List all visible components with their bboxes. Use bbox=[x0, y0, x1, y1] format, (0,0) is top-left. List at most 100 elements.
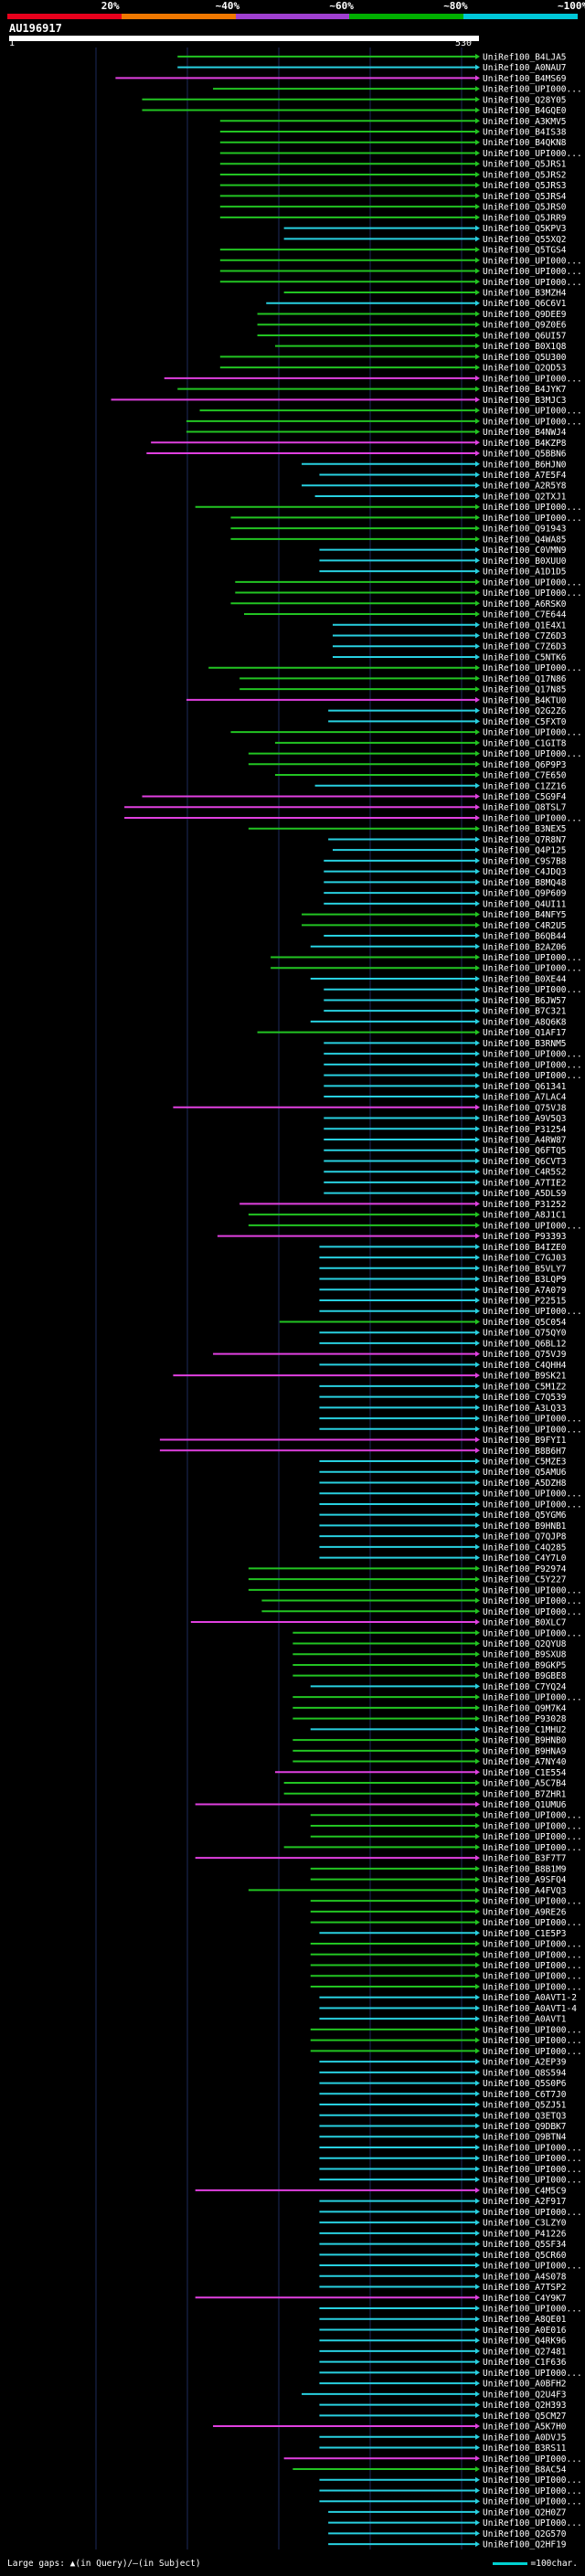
hit-label[interactable]: UniRef100_C4Q285 bbox=[483, 1542, 567, 1553]
hit-row[interactable]: UniRef100_UPI000... bbox=[319, 2304, 582, 2314]
hit-row[interactable]: UniRef100_UPI000... bbox=[219, 149, 582, 159]
hit-row[interactable]: UniRef100_A5DZH8 bbox=[319, 1479, 567, 1489]
hit-label[interactable]: UniRef100_C7Z6D3 bbox=[483, 642, 567, 652]
hit-row[interactable]: UniRef100_B0X1Q8 bbox=[274, 342, 567, 352]
hit-label[interactable]: UniRef100_UPI000... bbox=[483, 1940, 582, 1950]
hit-label[interactable]: UniRef100_B9HNB1 bbox=[483, 1521, 567, 1532]
hit-label[interactable]: UniRef100_UPI000... bbox=[483, 1832, 582, 1842]
hit-row[interactable]: UniRef100_Q7QJP8 bbox=[319, 1532, 567, 1542]
hit-row[interactable]: UniRef100_Q6FTQ5 bbox=[324, 1146, 567, 1156]
hit-row[interactable]: UniRef100_P93028 bbox=[292, 1714, 567, 1724]
hit-row[interactable]: UniRef100_Q4UI11 bbox=[324, 899, 567, 909]
hit-label[interactable]: UniRef100_A0E016 bbox=[483, 2326, 567, 2336]
hit-label[interactable]: UniRef100_A3LQ33 bbox=[483, 1404, 567, 1414]
hit-row[interactable]: UniRef100_Q75VJ9 bbox=[213, 1350, 567, 1360]
hit-row[interactable]: UniRef100_A0AVT1 bbox=[319, 2015, 567, 2025]
hit-row[interactable]: UniRef100_B5VLY7 bbox=[319, 1264, 567, 1274]
hit-label[interactable]: UniRef100_UPI000... bbox=[483, 1961, 582, 1971]
hit-row[interactable]: UniRef100_Q28Y05 bbox=[142, 95, 567, 105]
hit-row[interactable]: UniRef100_B3MJC3 bbox=[111, 396, 567, 406]
hit-label[interactable]: UniRef100_A7A079 bbox=[483, 1286, 567, 1296]
hit-row[interactable]: UniRef100_P41226 bbox=[319, 2229, 567, 2239]
hit-label[interactable]: UniRef100_Q5SF34 bbox=[483, 2240, 567, 2250]
hit-label[interactable]: UniRef100_B9HNB0 bbox=[483, 1736, 567, 1746]
hit-row[interactable]: UniRef100_B4LJA5 bbox=[177, 52, 567, 62]
hit-label[interactable]: UniRef100_Q9DBK7 bbox=[483, 2122, 567, 2132]
hit-label[interactable]: UniRef100_Q1UMU6 bbox=[483, 1800, 567, 1810]
hit-label[interactable]: UniRef100_Q4P125 bbox=[483, 846, 567, 856]
hit-row[interactable]: UniRef100_UPI000... bbox=[310, 2036, 582, 2046]
hit-row[interactable]: UniRef100_A4FVQ3 bbox=[248, 1886, 567, 1896]
hit-row[interactable]: UniRef100_Q5KPV3 bbox=[283, 224, 567, 234]
hit-label[interactable]: UniRef100_C1ZZ16 bbox=[483, 781, 567, 791]
hit-label[interactable]: UniRef100_UPI000... bbox=[483, 1972, 582, 1982]
hit-label[interactable]: UniRef100_UPI000... bbox=[483, 1811, 582, 1821]
hit-label[interactable]: UniRef100_C4R2U5 bbox=[483, 921, 567, 931]
hit-row[interactable]: UniRef100_B8MQ48 bbox=[324, 878, 567, 888]
hit-row[interactable]: UniRef100_UPI000... bbox=[164, 374, 582, 384]
hit-label[interactable]: UniRef100_B8B6H7 bbox=[483, 1447, 567, 1457]
hit-label[interactable]: UniRef100_UPI000... bbox=[483, 2454, 582, 2465]
hit-row[interactable]: UniRef100_UPI000... bbox=[124, 813, 582, 823]
hit-label[interactable]: UniRef100_UPI000... bbox=[483, 1821, 582, 1831]
hit-row[interactable]: UniRef100_UPI000... bbox=[324, 1050, 582, 1060]
hit-label[interactable]: UniRef100_UPI000... bbox=[483, 728, 582, 738]
hit-label[interactable]: UniRef100_A5C7B4 bbox=[483, 1779, 567, 1789]
hit-row[interactable]: UniRef100_UPI000... bbox=[283, 2454, 582, 2465]
hit-label[interactable]: UniRef100_C4R5S2 bbox=[483, 1168, 567, 1178]
hit-row[interactable]: UniRef100_UPI000... bbox=[271, 964, 582, 974]
hit-row[interactable]: UniRef100_C1ZZ16 bbox=[314, 781, 567, 791]
hit-label[interactable]: UniRef100_UPI000... bbox=[483, 1693, 582, 1703]
hit-row[interactable]: UniRef100_A1D1D5 bbox=[319, 567, 567, 578]
hit-label[interactable]: UniRef100_A9V5Q3 bbox=[483, 1114, 567, 1124]
hit-label[interactable]: UniRef100_C5NTK6 bbox=[483, 652, 567, 663]
hit-row[interactable]: UniRef100_UPI000... bbox=[213, 85, 582, 95]
hit-label[interactable]: UniRef100_Q9BTN4 bbox=[483, 2133, 567, 2143]
hit-label[interactable]: UniRef100_Q2G570 bbox=[483, 2529, 567, 2539]
hit-label[interactable]: UniRef100_C7Q539 bbox=[483, 1393, 567, 1403]
hit-row[interactable]: UniRef100_C7Q539 bbox=[319, 1393, 567, 1403]
hit-label[interactable]: UniRef100_Q2G2Z6 bbox=[483, 706, 567, 716]
hit-row[interactable]: UniRef100_Q5JRS1 bbox=[219, 160, 567, 170]
hit-row[interactable]: UniRef100_UPI000... bbox=[319, 2176, 582, 2186]
hit-label[interactable]: UniRef100_UPI000... bbox=[483, 1489, 582, 1500]
hit-label[interactable]: UniRef100_Q5AMU6 bbox=[483, 1468, 567, 1478]
hit-row[interactable]: UniRef100_Q2QYU8 bbox=[292, 1639, 567, 1649]
hit-row[interactable]: UniRef100_Q5U300 bbox=[219, 353, 567, 363]
hit-row[interactable]: UniRef100_B9HNB0 bbox=[292, 1736, 567, 1746]
hit-label[interactable]: UniRef100_UPI000... bbox=[483, 2262, 582, 2272]
hit-label[interactable]: UniRef100_UPI000... bbox=[483, 85, 582, 95]
hit-row[interactable]: UniRef100_B2AZ06 bbox=[310, 942, 567, 952]
hit-label[interactable]: UniRef100_P31254 bbox=[483, 1125, 567, 1135]
hit-label[interactable]: UniRef100_UPI000... bbox=[483, 1415, 582, 1425]
hit-row[interactable]: UniRef100_UPI000... bbox=[292, 1628, 582, 1638]
hit-row[interactable]: UniRef100_UPI000... bbox=[261, 1607, 582, 1617]
hit-row[interactable]: UniRef100_A0AVT1-2 bbox=[319, 1993, 577, 2003]
hit-row[interactable]: UniRef100_UPI000... bbox=[186, 417, 582, 427]
hit-row[interactable]: UniRef100_Q2HF19 bbox=[328, 2540, 567, 2550]
hit-row[interactable]: UniRef100_A8QE01 bbox=[319, 2315, 567, 2325]
hit-row[interactable]: UniRef100_Q5SF34 bbox=[319, 2240, 567, 2250]
hit-row[interactable]: UniRef100_Q5ZJ51 bbox=[319, 2101, 567, 2111]
hit-label[interactable]: UniRef100_B0XLC7 bbox=[483, 1618, 567, 1628]
hit-label[interactable]: UniRef100_C4Y9K7 bbox=[483, 2294, 567, 2304]
hit-label[interactable]: UniRef100_Q4WA85 bbox=[483, 535, 567, 545]
hit-label[interactable]: UniRef100_B9SK21 bbox=[483, 1372, 567, 1382]
hit-label[interactable]: UniRef100_B0XE44 bbox=[483, 974, 567, 984]
hit-label[interactable]: UniRef100_Q5YGM6 bbox=[483, 1511, 567, 1521]
hit-row[interactable]: UniRef100_B6HJN0 bbox=[302, 460, 567, 470]
hit-row[interactable]: UniRef100_Q55XQ2 bbox=[283, 235, 567, 245]
hit-row[interactable]: UniRef100_UPI000... bbox=[230, 514, 582, 524]
hit-label[interactable]: UniRef100_Q8S594 bbox=[483, 2068, 567, 2078]
hit-label[interactable]: UniRef100_UPI000... bbox=[483, 1050, 582, 1060]
hit-row[interactable]: UniRef100_Q1E4X1 bbox=[332, 620, 567, 631]
hit-row[interactable]: UniRef100_Q2H0Z7 bbox=[328, 2507, 567, 2518]
hit-label[interactable]: UniRef100_B8B1M9 bbox=[483, 1864, 567, 1874]
hit-label[interactable]: UniRef100_Q6C6V1 bbox=[483, 299, 567, 309]
hit-row[interactable]: UniRef100_A2F917 bbox=[319, 2197, 567, 2207]
hit-row[interactable]: UniRef100_UPI000... bbox=[248, 1585, 582, 1595]
hit-label[interactable]: UniRef100_UPI000... bbox=[483, 1628, 582, 1638]
hit-row[interactable]: UniRef100_UPI000... bbox=[235, 588, 582, 599]
hit-label[interactable]: UniRef100_UPI000... bbox=[483, 503, 582, 513]
hit-row[interactable]: UniRef100_C4R5S2 bbox=[324, 1168, 567, 1178]
